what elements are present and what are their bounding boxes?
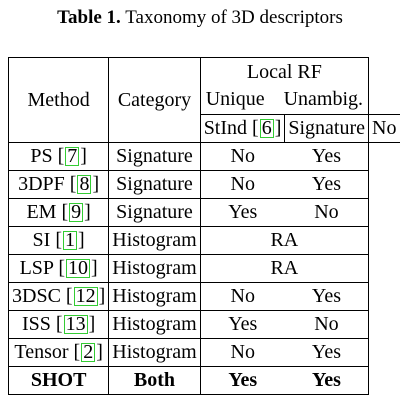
citation-link[interactable]: 8 <box>77 173 92 195</box>
category-cell: Both <box>108 366 201 395</box>
table-row: EM [9] Signature Yes No <box>7 198 400 227</box>
table-row: 3DPF [8] Signature No Yes <box>7 170 400 199</box>
category-cell: Signature <box>284 114 370 143</box>
category-cell: Histogram <box>108 310 201 339</box>
method-name: 3DPF <box>18 173 65 195</box>
table-row: Tensor [2] Histogram No Yes <box>7 338 400 367</box>
method-name: Tensor <box>14 341 69 363</box>
table-caption: Table 1. Taxonomy of 3D descriptors <box>0 7 400 29</box>
citation-link[interactable]: 13 <box>63 313 88 335</box>
descriptor-table: Method Category Local RF Unique Unambig.… <box>7 57 400 395</box>
unique-cell: No <box>199 142 285 171</box>
method-cell: SHOT <box>7 366 110 395</box>
header-subcolumns: Unique Unambig. <box>204 86 365 113</box>
local-rf-merged-cell: RA <box>199 254 370 283</box>
unique-cell: No <box>199 170 285 199</box>
unique-cell: No <box>368 114 400 143</box>
method-cell: 3DSC [12] <box>7 282 110 311</box>
header-category: Category <box>108 57 201 143</box>
method-name: PS <box>30 145 53 167</box>
table-row-highlight: SHOT Both Yes Yes <box>7 366 400 395</box>
category-cell: Signature <box>108 142 201 171</box>
method-name: SI <box>32 229 51 251</box>
citation-link[interactable]: 10 <box>65 257 90 279</box>
method-name: StInd <box>203 117 248 139</box>
method-name: EM <box>26 201 57 223</box>
method-cell: PS [7] <box>7 142 110 171</box>
unambig-cell: Yes <box>284 338 370 367</box>
category-cell: Histogram <box>108 226 201 255</box>
unambig-cell: No <box>284 310 370 339</box>
method-cell: EM [9] <box>7 198 110 227</box>
method-cell: StInd [6] <box>199 114 286 143</box>
header-local-rf: Local RF Unique Unambig. <box>199 57 370 115</box>
unique-cell: No <box>199 338 285 367</box>
method-cell: SI [1] <box>7 226 110 255</box>
method-cell: ISS [13] <box>7 310 110 339</box>
header-unique: Unique <box>205 88 265 110</box>
citation-link[interactable]: 12 <box>73 285 98 307</box>
table-body: Method Category Local RF Unique Unambig.… <box>7 57 400 395</box>
method-cell: Tensor [2] <box>7 338 110 367</box>
method-cell: LSP [10] <box>7 254 110 283</box>
table-row: PS [7] Signature No Yes <box>7 142 400 171</box>
unique-cell: Yes <box>199 310 285 339</box>
method-cell: 3DPF [8] <box>7 170 110 199</box>
citation-link[interactable]: 7 <box>65 145 80 167</box>
unique-cell: Yes <box>199 198 285 227</box>
method-name: LSP <box>19 257 54 279</box>
category-cell: Signature <box>108 170 201 199</box>
unique-cell: Yes <box>199 366 285 395</box>
header-method: Method <box>7 57 110 143</box>
method-name: ISS <box>22 313 51 335</box>
header-row: Method Category Local RF Unique Unambig. <box>7 57 400 143</box>
category-cell: Signature <box>108 198 201 227</box>
header-unambig: Unambig. <box>283 88 364 110</box>
local-rf-merged-cell: RA <box>199 226 370 255</box>
table-row: SI [1] Histogram RA <box>7 226 400 255</box>
citation-link[interactable]: 2 <box>81 341 96 363</box>
table-row: 3DSC [12] Histogram No Yes <box>7 282 400 311</box>
header-local-rf-label: Local RF <box>246 61 322 83</box>
category-cell: Histogram <box>108 338 201 367</box>
unambig-cell: No <box>284 198 370 227</box>
unambig-cell: Yes <box>284 170 370 199</box>
caption-text: Taxonomy of 3D descriptors <box>125 7 343 28</box>
caption-label: Table 1. <box>57 7 121 28</box>
unique-cell: No <box>199 282 285 311</box>
citation-link[interactable]: 6 <box>259 117 274 139</box>
method-name: 3DSC <box>12 285 61 307</box>
table-row: ISS [13] Histogram Yes No <box>7 310 400 339</box>
citation-link[interactable]: 1 <box>63 229 78 251</box>
citation-link[interactable]: 9 <box>69 201 84 223</box>
unambig-cell: Yes <box>284 366 370 395</box>
unambig-cell: Yes <box>284 282 370 311</box>
category-cell: Histogram <box>108 282 201 311</box>
table-row: LSP [10] Histogram RA <box>7 254 400 283</box>
category-cell: Histogram <box>108 254 201 283</box>
unambig-cell: Yes <box>284 142 370 171</box>
